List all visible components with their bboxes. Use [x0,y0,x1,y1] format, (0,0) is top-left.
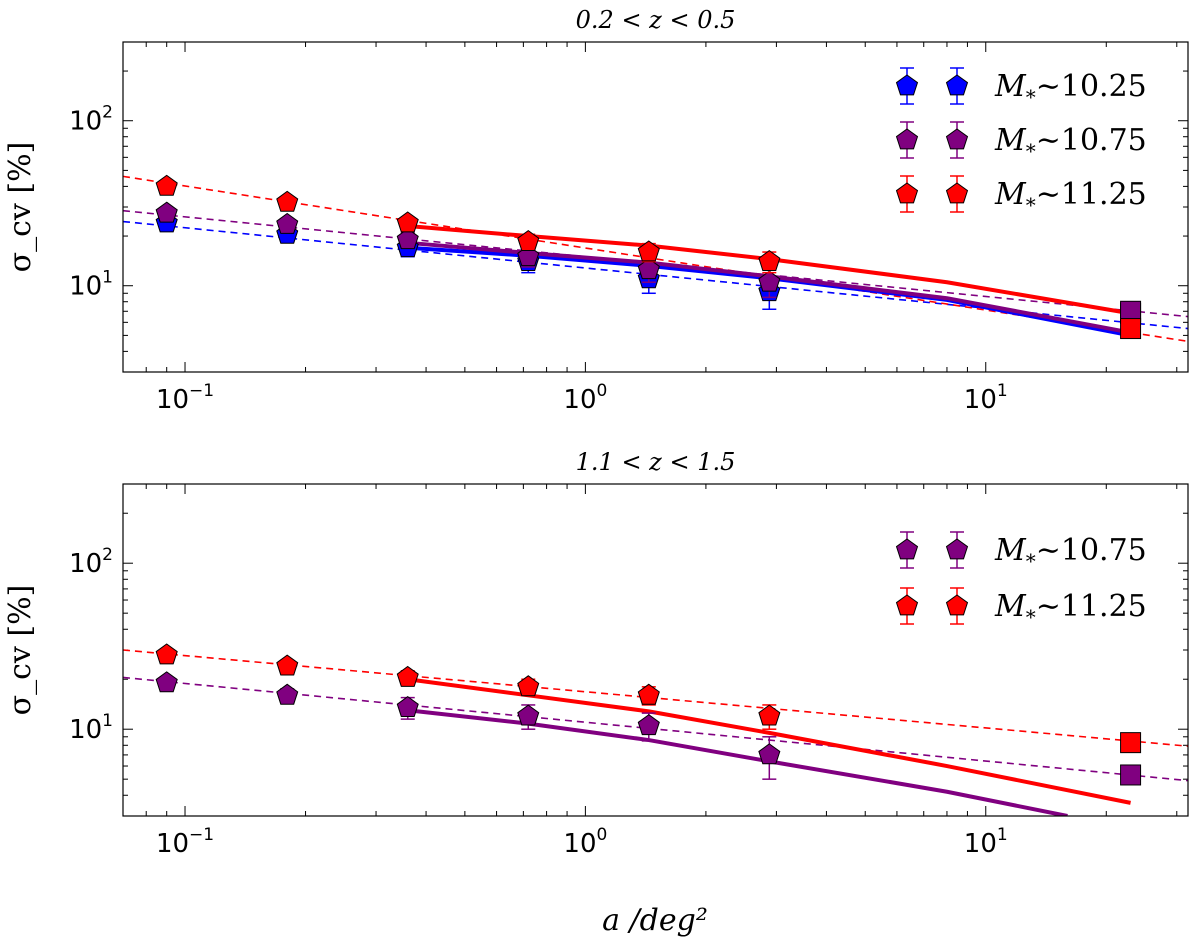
legend-label: M*∼11.25 [994,177,1147,217]
y-tick-label: 101 [69,268,113,302]
legend-marker [945,538,969,560]
legend-marker [895,594,919,616]
legend-marker [895,182,919,204]
panel-title: 0.2 < z < 0.5 [576,6,736,34]
panel-title: 1.1 < z < 1.5 [576,448,736,476]
plot-frame [122,41,1189,373]
data-point [155,643,178,665]
legend: M*∼10.75 M*∼11.25 [895,531,1147,629]
x-tick-label: 10−1 [156,825,214,859]
legend-label: M*∼10.75 [994,533,1147,573]
y-tick-label: 101 [69,711,113,745]
legend-label: M*∼10.75 [994,123,1147,163]
data-point [758,704,781,726]
x-axis-label: a /deg² [602,903,708,938]
data-point [396,211,419,233]
data-point [396,665,419,687]
data-point [155,671,178,693]
legend-label: M*∼10.25 [994,69,1147,109]
data-point [637,240,660,262]
ticks [122,41,1188,373]
x-tick-label: 101 [964,381,1008,415]
data-point [758,743,781,765]
plot-area [123,643,1188,816]
y-tick-label: 102 [69,103,113,137]
x-axis-label-text: a /deg² [602,903,708,938]
data-point [517,229,540,251]
data-point [155,201,178,223]
plot-area [123,174,1188,343]
x-tick-label: 101 [964,825,1008,859]
y-axis-label: σ_cv [%] [3,585,38,716]
model-line [407,224,1131,316]
y-tick-label: 102 [69,545,113,579]
data-point [517,675,540,697]
model-line [407,677,1131,805]
y-axis-label: σ_cv [%] [3,142,38,273]
legend-marker [945,182,969,204]
legend-marker [945,594,969,616]
data-point [758,270,781,292]
legend-marker [895,128,919,150]
model-line [407,240,1131,335]
data-point [758,249,781,271]
data-point [276,654,299,676]
data-point [396,695,419,717]
data-point [276,683,299,705]
legend-marker [945,128,969,150]
plot-frame [122,483,1189,817]
end-square [1120,318,1142,340]
data-point [637,683,660,705]
legend-marker [895,74,919,96]
data-point [637,714,660,736]
legend-label: M*∼11.25 [994,589,1147,629]
ticks [122,483,1188,817]
model-line [407,708,1068,816]
data-point [396,228,419,250]
x-tick-label: 100 [563,381,607,415]
data-point [517,704,540,726]
fit-line [123,209,1188,318]
data-point [155,174,178,196]
data-point [637,258,660,280]
x-tick-label: 100 [563,825,607,859]
legend-marker [895,538,919,560]
panel-bottom: 1.1 < z < 1.5 σ_cv [%] 10−1 100 101 101 102 M*∼… [3,448,1189,859]
data-point [276,212,299,234]
x-tick-label: 10−1 [156,381,214,415]
end-square [1120,732,1142,754]
end-square [1120,764,1142,786]
legend-marker [945,74,969,96]
legend: M*∼10.25 M*∼10.75 M*∼11.25 [895,67,1147,217]
data-point [276,190,299,212]
panel-top: 0.2 < z < 0.5 σ_cv [%] 10−1 100 101 101 102 M*∼… [3,6,1189,415]
